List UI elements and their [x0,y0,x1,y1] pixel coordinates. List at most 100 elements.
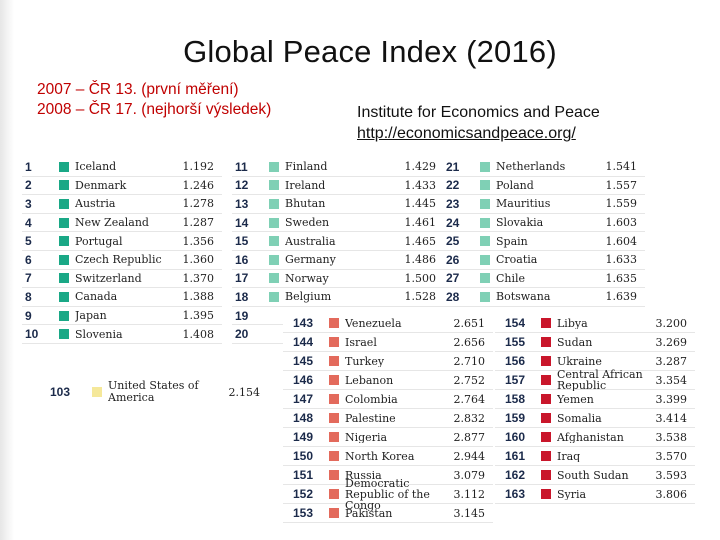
rank-number: 12 [235,178,249,193]
rank-number: 1 [25,159,32,174]
peace-score: 1.500 [404,271,437,285]
country-name: Slovakia [496,216,544,230]
rank-number: 7 [25,271,32,286]
table-row: 149 Nigeria 2.877 [283,428,493,447]
peace-score: 1.639 [605,290,638,304]
rank-number: 5 [25,234,32,249]
country-name: Ireland [285,178,326,192]
peace-score: 1.465 [404,234,437,248]
peace-score: 2.656 [453,335,486,349]
table-row: 22 Poland 1.557 [443,177,645,196]
peace-level-swatch [59,180,69,191]
peace-score: 3.200 [655,316,688,330]
table-row: 8 Canada 1.388 [22,288,222,307]
table-row: 147 Colombia 2.764 [283,390,493,409]
rank-number: 19 [235,308,249,323]
table-row: 14 Sweden 1.461 [232,214,444,233]
rank-number: 21 [446,159,460,174]
rank-number: 4 [25,215,32,230]
peace-score: 1.461 [404,216,437,230]
peace-score: 1.370 [182,271,215,285]
peace-level-swatch [269,161,279,172]
peace-level-swatch [541,413,551,423]
peace-score: 1.395 [182,309,215,323]
country-name: Yemen [557,393,594,405]
peace-level-swatch [480,254,490,265]
rank-number: 10 [25,327,39,342]
country-name: Israel [345,336,377,348]
rank-number: 103 [50,385,71,399]
peace-level-swatch [269,198,279,209]
peace-score: 1.528 [404,290,437,304]
peace-score: 1.557 [605,178,638,192]
peace-score: 1.445 [404,197,437,211]
country-name: Bhutan [285,197,326,211]
table-row: 148 Palestine 2.832 [283,409,493,428]
peace-level-swatch [329,413,339,423]
table-row: 162 South Sudan 3.593 [495,466,695,485]
rank-number: 160 [505,430,526,444]
peace-score: 1.429 [404,160,437,174]
institute-name: Institute for Economics and Peace [357,104,600,121]
rank-number: 14 [235,215,249,230]
table-row: 6 Czech Republic 1.360 [22,251,222,270]
rank-number: 24 [446,215,460,230]
table-row: 21 Netherlands 1.541 [443,158,645,177]
rank-number: 13 [235,196,249,211]
peace-score: 1.246 [182,178,215,192]
peace-level-swatch [480,217,490,228]
peace-level-swatch [541,337,551,347]
bottom-ranking-column: 154 Libya 3.200 155 Sudan 3.269 156 Ukraine 3.28… [495,314,695,504]
table-row: 16 Germany 1.486 [232,251,444,270]
table-row: 18 Belgium 1.528 [232,288,444,307]
table-row: 9 Japan 1.395 [22,307,222,326]
peace-score: 1.541 [605,160,638,174]
peace-score: 3.570 [655,449,688,463]
peace-level-swatch [59,254,69,265]
peace-level-swatch [269,291,279,302]
table-row: 153 Pakistan 3.145 [283,504,493,523]
table-row: 143 Venezuela 2.651 [283,314,493,333]
rank-number: 144 [293,335,314,349]
country-name: New Zealand [75,216,149,230]
peace-score: 2.944 [453,449,486,463]
table-row: 12 Ireland 1.433 [232,177,444,196]
rank-number: 150 [293,449,314,463]
peace-level-swatch [329,375,339,385]
peace-level-swatch [269,254,279,265]
peace-score: 2.752 [453,373,486,387]
table-row: 146 Lebanon 2.752 [283,371,493,390]
rank-number: 162 [505,468,526,482]
country-name: Colombia [345,393,398,405]
peace-level-swatch [92,387,102,397]
table-row: 163 Syria 3.806 [495,485,695,504]
country-name: Australia [285,234,336,248]
rank-number: 149 [293,430,314,444]
peace-score: 1.604 [605,234,638,248]
rank-number: 146 [293,373,314,387]
country-name: Syria [557,488,587,500]
country-name: Austria [75,197,116,211]
table-row: 25 Spain 1.604 [443,232,645,251]
rank-number: 159 [505,411,526,425]
peace-level-swatch [59,217,69,228]
peace-level-swatch [541,375,551,385]
table-row: 155 Sudan 3.269 [495,333,695,352]
peace-level-swatch [480,236,490,247]
peace-score: 1.192 [182,160,215,174]
country-name: Croatia [496,253,538,267]
table-row: 26 Croatia 1.633 [443,251,645,270]
table-row: 7 Switzerland 1.370 [22,270,222,289]
peace-level-swatch [329,318,339,328]
peace-score: 1.360 [182,253,215,267]
country-name: Portugal [75,234,123,248]
rank-number: 145 [293,354,314,368]
peace-score: 2.764 [453,392,486,406]
rank-number: 23 [446,196,460,211]
table-row: 17 Norway 1.500 [232,270,444,289]
institute-link[interactable]: http://economicsandpeace.org/ [357,125,576,142]
peace-score: 3.287 [655,354,688,368]
country-name: Botswana [496,290,551,304]
table-row: 28 Botswana 1.639 [443,288,645,307]
rank-number: 163 [505,487,526,501]
